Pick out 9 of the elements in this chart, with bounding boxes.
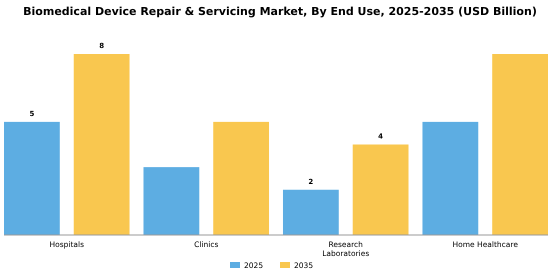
chart-title: Biomedical Device Repair & Servicing Market, By End Use, 2025-2035 (USD Billion) xyxy=(23,5,537,18)
bar xyxy=(143,167,200,235)
bar xyxy=(352,144,409,235)
bar xyxy=(282,190,339,235)
bar xyxy=(492,54,548,235)
bar xyxy=(74,54,130,235)
bar xyxy=(213,122,270,235)
bar xyxy=(422,122,478,235)
bar xyxy=(4,122,60,235)
